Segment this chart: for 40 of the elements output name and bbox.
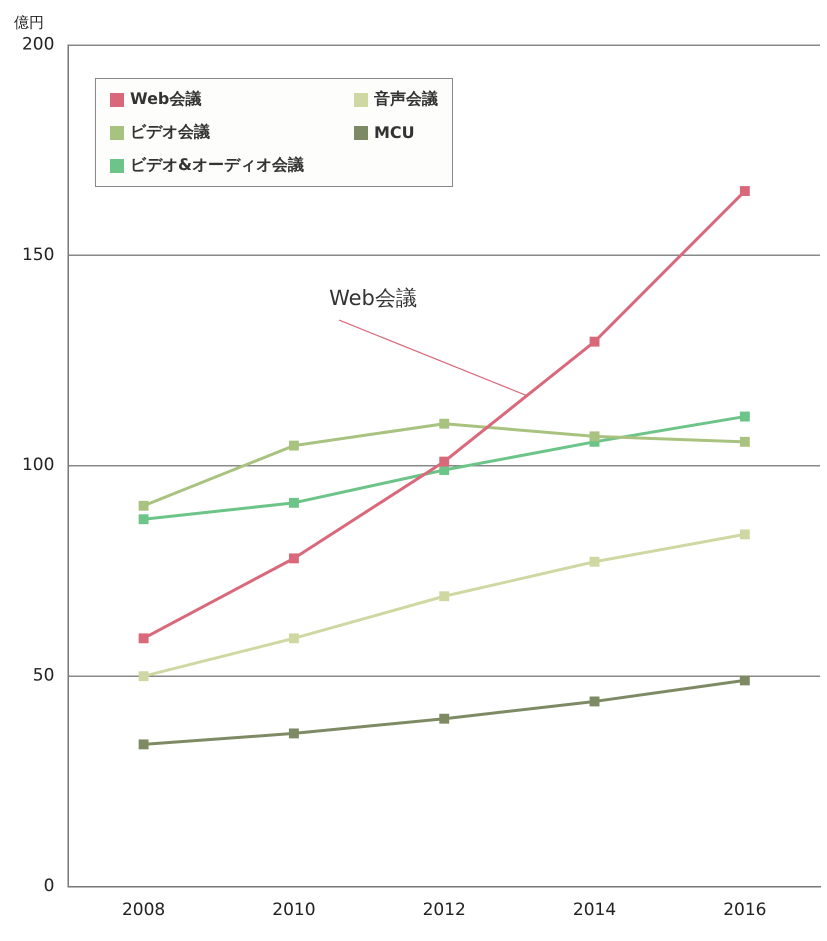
point bbox=[439, 418, 450, 429]
point bbox=[439, 714, 450, 724]
y-tick-label: 0 bbox=[44, 876, 54, 896]
point bbox=[138, 633, 149, 644]
point bbox=[288, 553, 299, 564]
point bbox=[439, 456, 450, 467]
point bbox=[740, 675, 750, 686]
point bbox=[740, 529, 750, 540]
point bbox=[439, 591, 450, 602]
point bbox=[138, 514, 149, 524]
x-tick-label: 2014 bbox=[572, 900, 616, 920]
x-tick-label: 2008 bbox=[122, 900, 166, 920]
point bbox=[288, 440, 299, 451]
point bbox=[138, 739, 149, 750]
text: Web会議 bbox=[329, 286, 417, 310]
point bbox=[740, 436, 750, 447]
point bbox=[138, 500, 149, 511]
x-tick-label: 2012 bbox=[422, 900, 466, 920]
point bbox=[288, 498, 299, 508]
legend-label: ビデオ&オーディオ会議 bbox=[130, 155, 304, 176]
point bbox=[288, 633, 299, 644]
y-axis-title: 億円 bbox=[14, 13, 44, 32]
point bbox=[590, 696, 600, 706]
legend-label: MCU bbox=[374, 123, 415, 142]
y-tick-label: 150 bbox=[22, 244, 54, 265]
point bbox=[288, 728, 299, 738]
point bbox=[590, 431, 600, 442]
y-tick-label: 50 bbox=[32, 666, 54, 686]
point bbox=[740, 412, 750, 422]
point bbox=[740, 186, 750, 196]
legend-label: Web会議 bbox=[130, 89, 202, 110]
legend-label: ビデオ会議 bbox=[130, 122, 210, 143]
x-tick-label: 2010 bbox=[272, 900, 316, 920]
legend-label: 音声会議 bbox=[374, 89, 438, 110]
point bbox=[590, 336, 600, 347]
point bbox=[590, 556, 600, 567]
y-tick-label: 200 bbox=[22, 34, 54, 54]
y-tick-label: 100 bbox=[22, 455, 54, 476]
point bbox=[138, 671, 149, 682]
x-tick-label: 2016 bbox=[723, 900, 766, 920]
